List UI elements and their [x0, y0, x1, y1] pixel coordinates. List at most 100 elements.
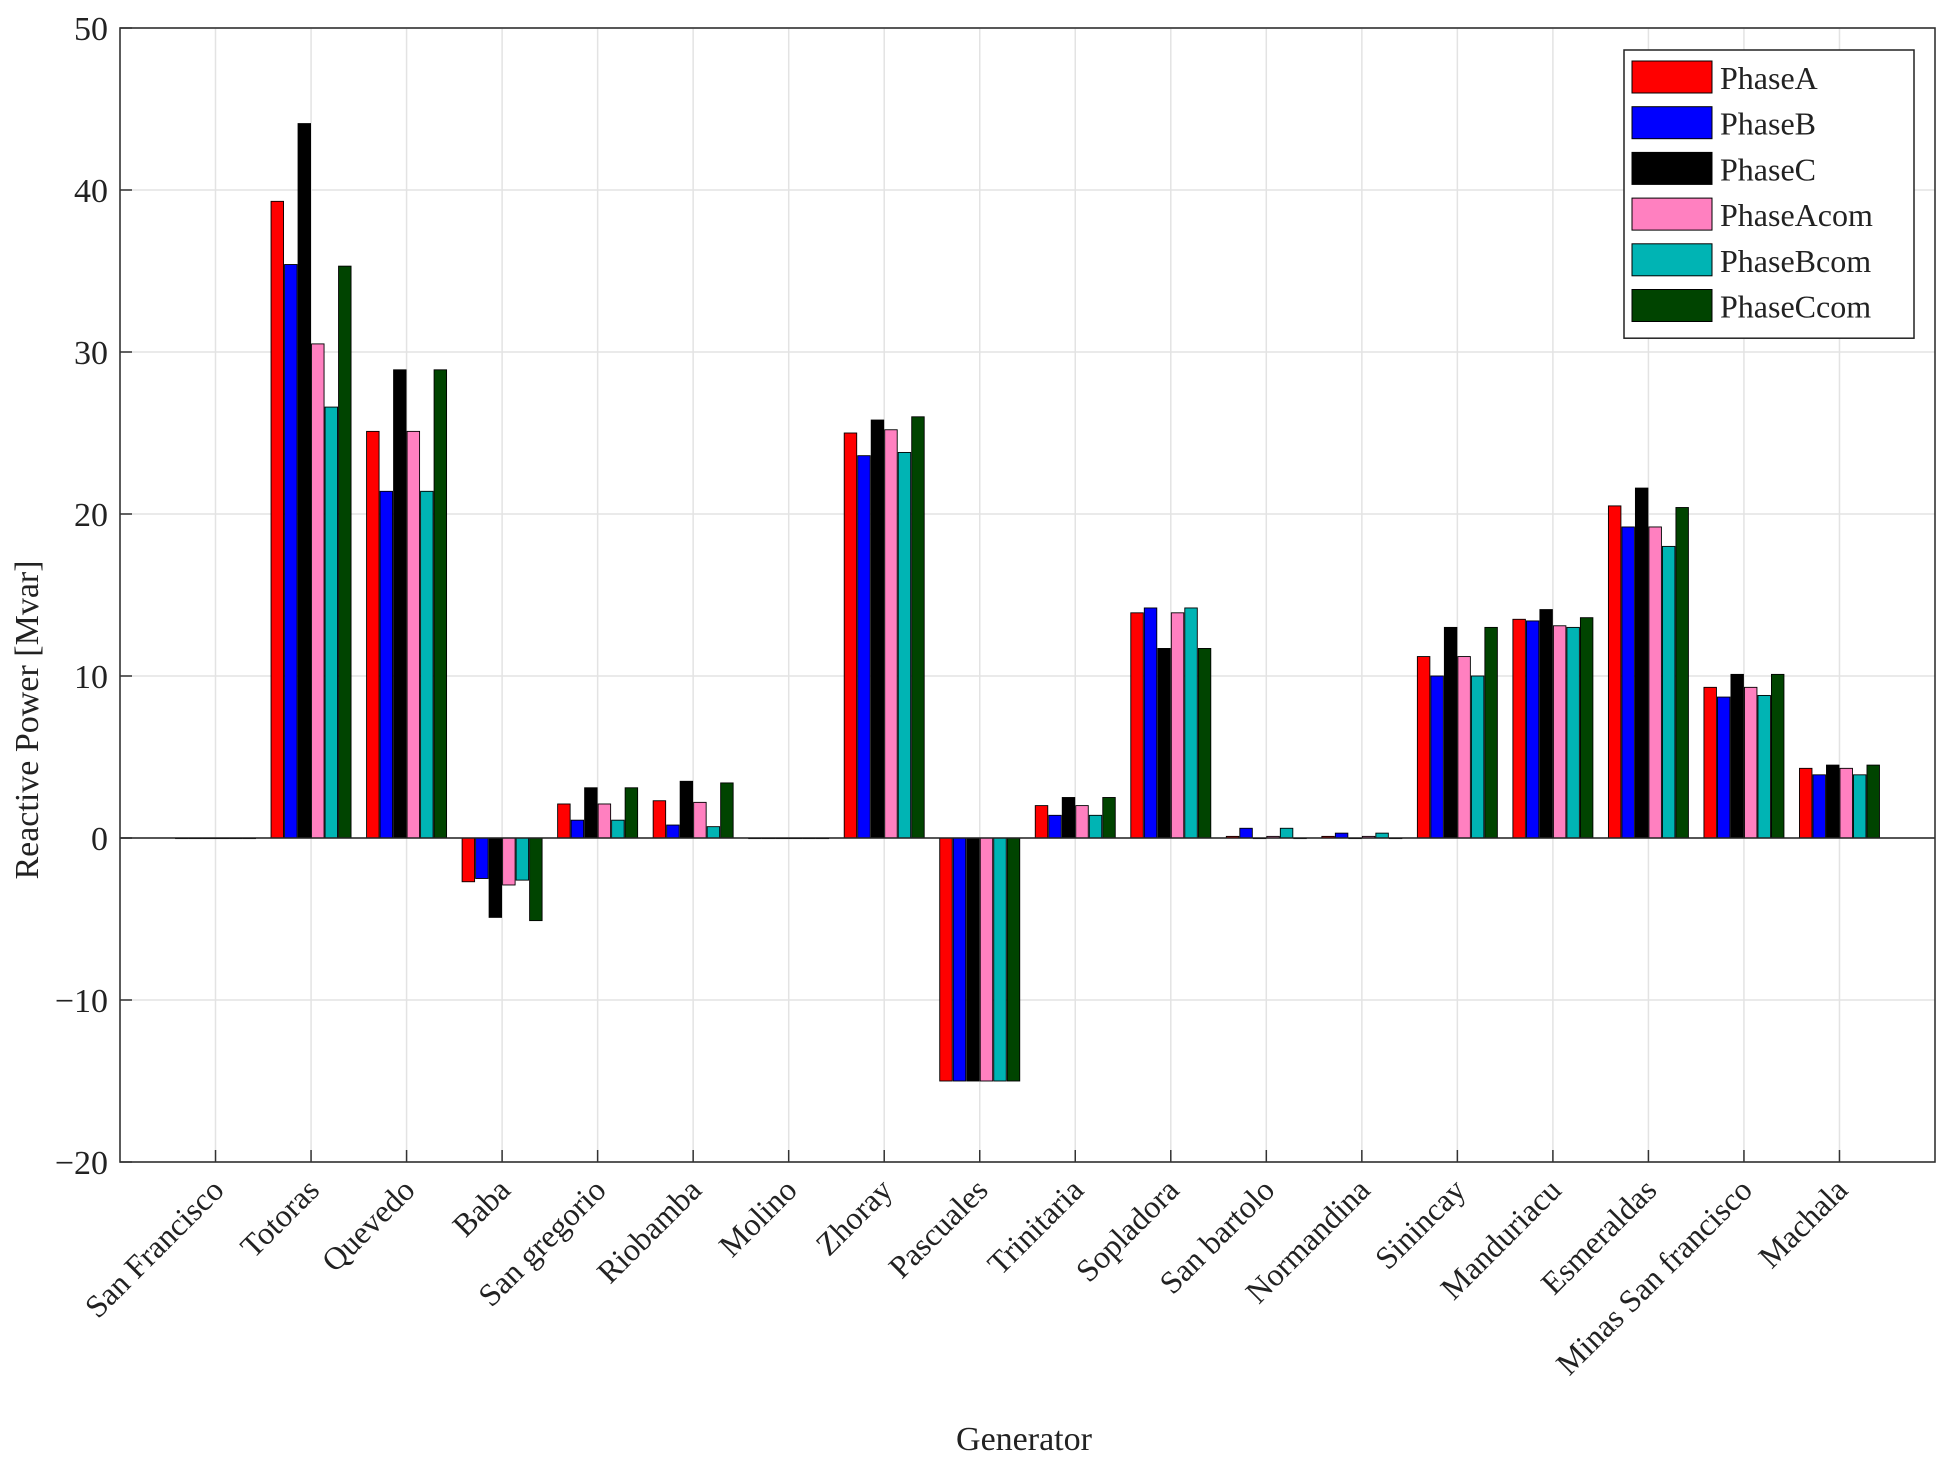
- bar-phaseccom: [338, 265, 352, 839]
- bar-phaseacom: [1075, 805, 1089, 839]
- bar-phasea: [1416, 656, 1431, 839]
- y-tick-label: 20: [74, 497, 108, 534]
- bar-phaseacom: [502, 837, 516, 886]
- legend-swatch-phaseacom: [1631, 197, 1713, 231]
- bar-phasebcom: [1184, 607, 1198, 839]
- bar-phasea: [1130, 612, 1144, 839]
- bar-phaseb: [475, 837, 489, 879]
- bar-phaseacom: [597, 803, 612, 839]
- bar-phaseb: [1621, 526, 1635, 839]
- bar-phasebcom: [420, 490, 434, 839]
- bar-phasea: [652, 800, 667, 839]
- axes: [119, 27, 1936, 1163]
- bar-phasebcom: [1470, 675, 1485, 839]
- bar-phaseccom: [1484, 626, 1498, 839]
- y-tick-label: 0: [91, 821, 108, 858]
- bar-phaseb: [1239, 827, 1253, 839]
- bar-phaseb: [1525, 620, 1540, 839]
- bar-phasec: [679, 780, 694, 839]
- bar-phasebcom: [324, 406, 339, 839]
- bar-phasea: [270, 200, 285, 839]
- bar-phaseccom: [529, 837, 543, 922]
- legend-swatch-phaseb: [1631, 106, 1713, 140]
- y-tick-label: 10: [74, 659, 108, 696]
- bar-phaseacom: [1839, 767, 1853, 839]
- bar-phasea: [1799, 767, 1813, 839]
- legend-swatch-phasec: [1631, 151, 1713, 185]
- bar-phasea: [1034, 805, 1049, 839]
- bar-phasec: [1634, 487, 1649, 839]
- bar-phaseb: [1048, 814, 1062, 839]
- x-axis-title: Generator: [956, 1421, 1093, 1458]
- bar-phaseb: [1716, 696, 1731, 839]
- bar-phaseccom: [911, 416, 925, 839]
- legend-swatch-phaseccom: [1631, 289, 1713, 322]
- bar-phaseacom: [1743, 686, 1758, 839]
- bar-phaseccom: [1579, 617, 1594, 839]
- bar-phasebcom: [1661, 545, 1676, 839]
- bar-phasebcom: [1088, 814, 1103, 839]
- bar-phaseacom: [1552, 625, 1567, 839]
- legend-label: PhaseA: [1720, 60, 1818, 96]
- bar-phasec: [966, 837, 980, 1082]
- y-tick-label: 50: [74, 11, 108, 48]
- legend-label: PhaseC: [1720, 151, 1816, 187]
- bar-phasea: [843, 432, 858, 839]
- bar-phasebcom: [1566, 626, 1580, 839]
- legend-swatch-phasebcom: [1631, 243, 1713, 277]
- legend: PhaseA PhaseB PhaseC PhaseAcom PhaseBcom Phas…: [1623, 49, 1915, 339]
- legend-label: PhaseBcom: [1720, 243, 1871, 279]
- bar-phasec: [870, 419, 885, 839]
- bar-phasebcom: [897, 451, 912, 839]
- bar-phaseb: [666, 824, 680, 839]
- bar-phasebcom: [1757, 694, 1771, 839]
- bar-phaseccom: [1102, 797, 1116, 839]
- bar-phaseb: [952, 837, 967, 1082]
- bar-phaseacom: [1648, 526, 1662, 839]
- bar-phaseb: [1812, 774, 1826, 839]
- bar-phasea: [557, 803, 571, 839]
- bar-phaseb: [1430, 675, 1444, 839]
- legend-label: PhaseCcom: [1720, 289, 1871, 325]
- bar-phasec: [1539, 609, 1553, 839]
- bar-phaseccom: [720, 782, 734, 839]
- y-tick-label: 40: [74, 173, 108, 210]
- bar-phasebcom: [706, 826, 721, 839]
- plot-frame: [119, 27, 1936, 1163]
- bar-phasec: [297, 123, 312, 839]
- bar-phasec: [584, 787, 598, 839]
- legend-swatch-phasea: [1631, 60, 1713, 94]
- bar-phasebcom: [993, 837, 1007, 1082]
- bar-phaseccom: [1006, 837, 1021, 1082]
- bar-phaseccom: [624, 787, 639, 839]
- bars: [175, 123, 1880, 1082]
- bar-phasea: [1703, 686, 1717, 839]
- legend-label: PhaseAcom: [1720, 197, 1873, 233]
- bar-phasea: [939, 837, 953, 1082]
- bar-phaseccom: [433, 369, 448, 839]
- bar-phaseccom: [1866, 764, 1880, 839]
- bar-phaseccom: [1197, 648, 1212, 839]
- bar-phasebcom: [611, 819, 625, 839]
- bar-phaseb: [570, 819, 585, 839]
- bar-phaseacom: [693, 801, 707, 839]
- bar-phasec: [1061, 797, 1076, 839]
- bar-phasec: [1443, 626, 1458, 839]
- y-tick-label: −10: [55, 983, 108, 1020]
- bar-phaseccom: [1770, 673, 1785, 839]
- y-tick-label: 30: [74, 335, 108, 372]
- bar-phasec: [488, 837, 503, 918]
- bar-phaseacom: [406, 430, 421, 839]
- bar-phasec: [393, 369, 407, 839]
- bar-phaseacom: [1457, 656, 1471, 839]
- bar-phasea: [1512, 618, 1526, 839]
- y-tick-label: −20: [55, 1145, 108, 1182]
- bar-phaseacom: [884, 429, 898, 839]
- bar-phaseb: [284, 264, 298, 839]
- bar-phaseb: [1143, 607, 1158, 839]
- y-axis-title: Reactive Power [Mvar]: [9, 560, 46, 879]
- bar-phasec: [1157, 648, 1171, 839]
- bar-phasebcom: [515, 837, 530, 881]
